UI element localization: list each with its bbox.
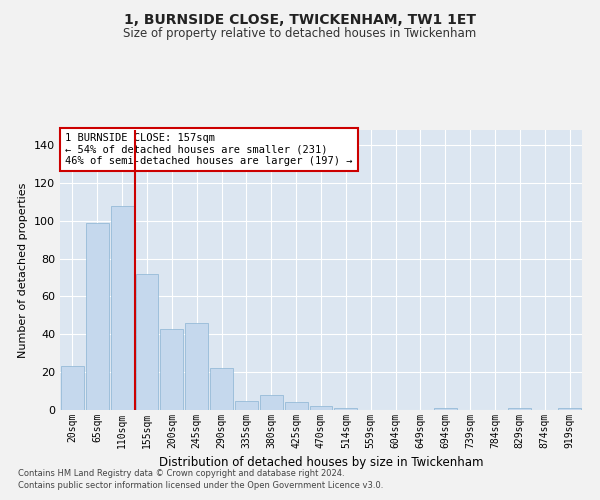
Bar	[558, 408, 581, 410]
Bar	[285, 402, 308, 410]
Bar	[160, 328, 183, 410]
Text: Contains public sector information licensed under the Open Government Licence v3: Contains public sector information licen…	[18, 481, 383, 490]
Bar	[235, 400, 258, 410]
Text: 1, BURNSIDE CLOSE, TWICKENHAM, TW1 1ET: 1, BURNSIDE CLOSE, TWICKENHAM, TW1 1ET	[124, 12, 476, 26]
Bar	[136, 274, 158, 410]
Bar	[334, 408, 357, 410]
Bar	[185, 323, 208, 410]
Bar	[86, 222, 109, 410]
Bar	[310, 406, 332, 410]
Bar	[210, 368, 233, 410]
Bar	[508, 408, 531, 410]
Text: Contains HM Land Registry data © Crown copyright and database right 2024.: Contains HM Land Registry data © Crown c…	[18, 468, 344, 477]
Bar	[434, 408, 457, 410]
X-axis label: Distribution of detached houses by size in Twickenham: Distribution of detached houses by size …	[159, 456, 483, 469]
Y-axis label: Number of detached properties: Number of detached properties	[19, 182, 28, 358]
Bar	[111, 206, 134, 410]
Bar	[260, 395, 283, 410]
Text: Size of property relative to detached houses in Twickenham: Size of property relative to detached ho…	[124, 28, 476, 40]
Bar	[61, 366, 84, 410]
Text: 1 BURNSIDE CLOSE: 157sqm
← 54% of detached houses are smaller (231)
46% of semi-: 1 BURNSIDE CLOSE: 157sqm ← 54% of detach…	[65, 133, 353, 166]
